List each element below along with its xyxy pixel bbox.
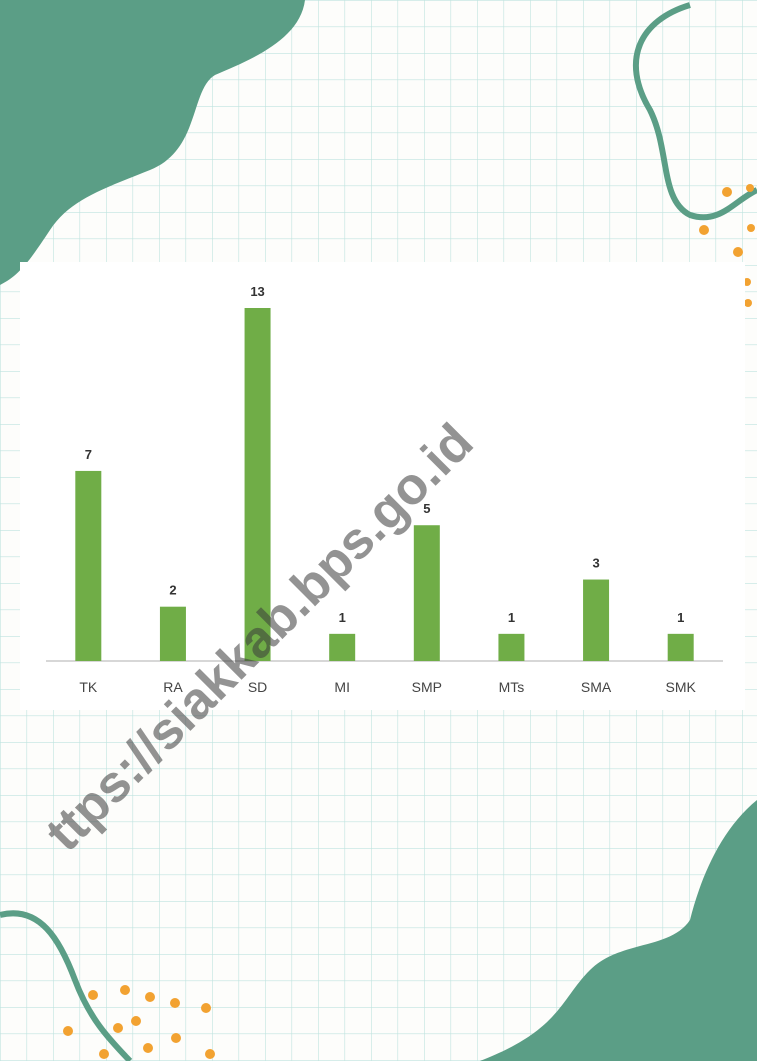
data-label: 7 [85, 447, 92, 462]
data-label: 2 [169, 583, 176, 598]
x-tick-label: MI [334, 679, 350, 695]
x-tick-label: TK [79, 679, 98, 695]
data-label: 1 [339, 610, 346, 625]
bar [244, 308, 271, 661]
bar [667, 633, 694, 661]
data-label: 5 [423, 501, 430, 516]
x-tick-label: SD [248, 679, 267, 695]
data-label: 1 [677, 610, 684, 625]
curve-bottom-left [0, 910, 133, 1061]
curve-top-right [632, 2, 757, 221]
bar [413, 525, 440, 661]
plot-area: 7 TK 2 RA 13 SD 1 MI 5 SMP 1 MTs 3 SMA 1 SMK [46, 284, 723, 695]
data-label: 13 [250, 284, 264, 299]
bar [159, 606, 186, 661]
x-tick-label: SMP [412, 679, 442, 695]
data-label: 1 [508, 610, 515, 625]
x-tick-label: RA [163, 679, 183, 695]
bar [329, 633, 356, 661]
x-tick-label: MTs [499, 679, 525, 695]
x-tick-label: SMA [581, 679, 612, 695]
bar [75, 470, 102, 661]
dots-bottom-left [63, 985, 215, 1059]
blob-top-left [0, 0, 305, 285]
blob-bottom-right [480, 800, 757, 1061]
x-tick-label: SMK [666, 679, 697, 695]
chart-panel [20, 262, 745, 710]
bar [498, 633, 525, 661]
bar [583, 579, 610, 661]
data-label: 3 [592, 556, 599, 571]
